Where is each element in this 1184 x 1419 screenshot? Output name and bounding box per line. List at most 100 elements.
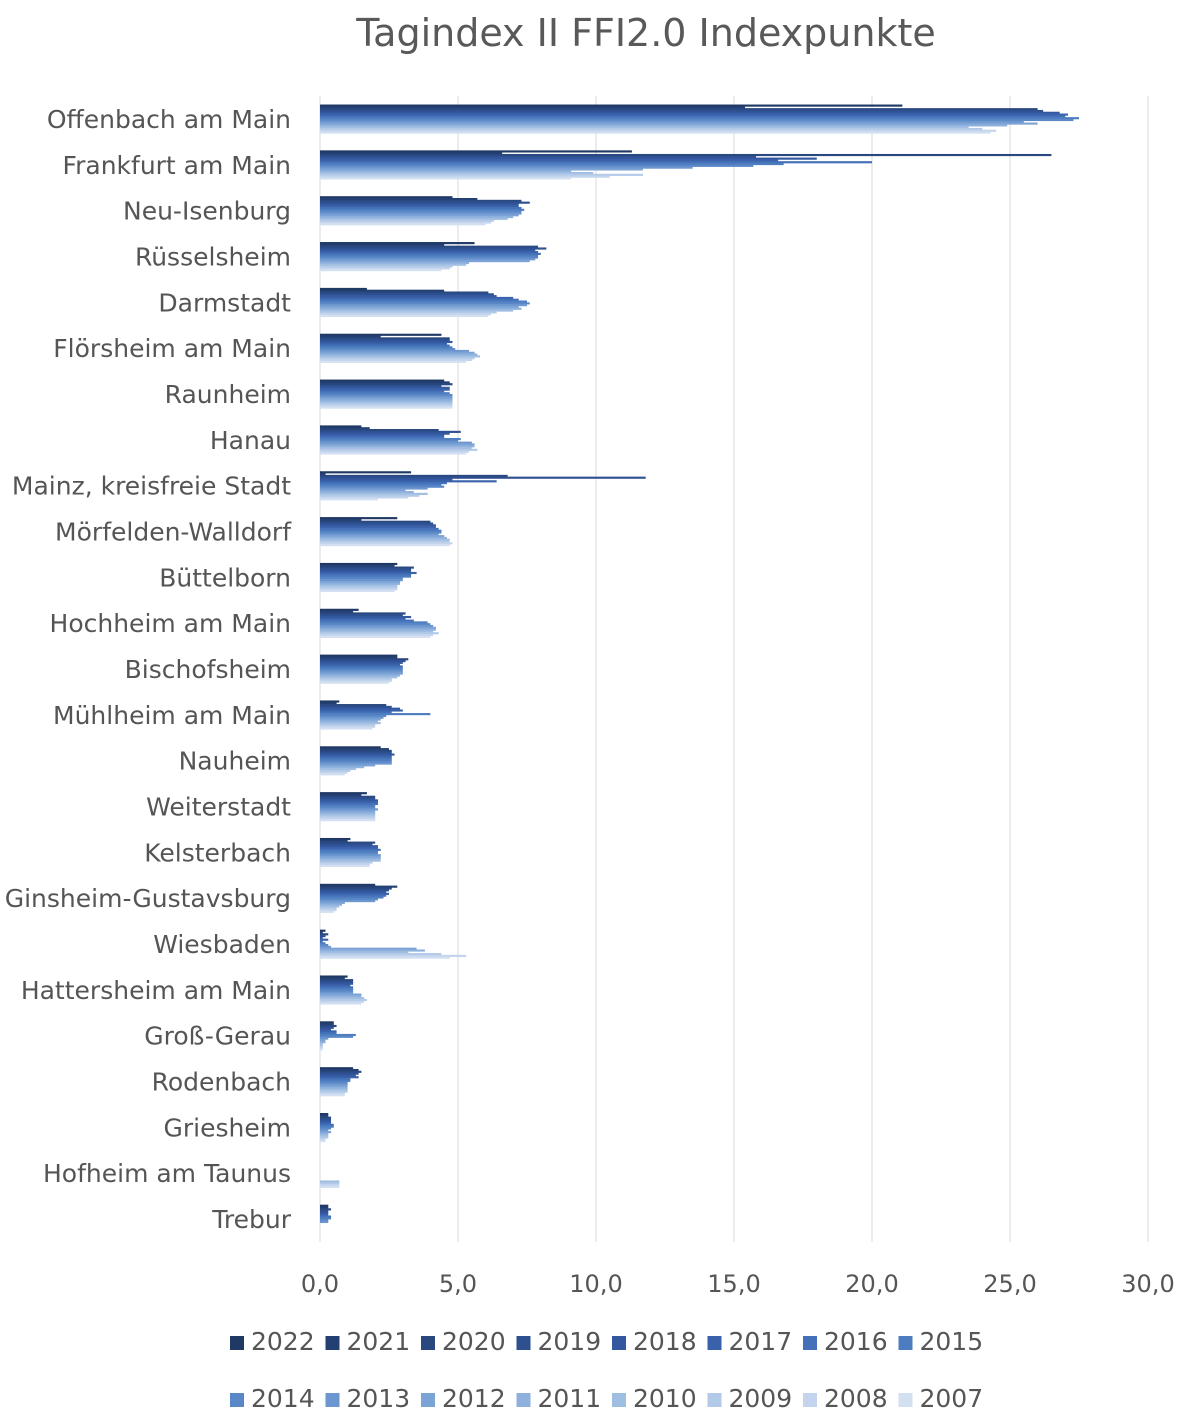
bar-2019-14 (320, 751, 392, 754)
bar-2015-9 (320, 529, 442, 532)
bar-2009-2 (320, 219, 494, 222)
bar-2018-9 (320, 524, 436, 527)
bar-2011-11 (320, 628, 436, 631)
bar-2020-20 (320, 1024, 337, 1028)
bar-2014-22 (320, 1127, 332, 1130)
bar-2013-2 (320, 212, 522, 215)
bar-2012-20 (320, 1039, 326, 1042)
bar-2015-19 (320, 988, 354, 991)
bar-2008-6 (320, 404, 453, 407)
bar-2007-0 (320, 131, 991, 134)
bar-2022-6 (320, 379, 445, 382)
bar-2020-22 (320, 1116, 332, 1119)
bar-2008-2 (320, 221, 492, 224)
bar-2009-4 (320, 311, 497, 314)
bar-2022-9 (320, 517, 398, 520)
category-label-8: Mainz, kreisfreie Stadt (12, 472, 291, 501)
bar-2014-18 (320, 944, 329, 947)
bar-2017-16 (320, 846, 378, 850)
bar-2018-15 (320, 799, 378, 802)
bar-2019-12 (320, 660, 406, 663)
bar-2014-12 (320, 669, 403, 672)
bar-2022-19 (320, 975, 348, 978)
bar-2015-7 (320, 438, 461, 441)
category-label-14: Nauheim (179, 747, 291, 776)
legend-label-2015: 2015 (920, 1327, 984, 1356)
bar-2016-20 (320, 1032, 337, 1035)
bar-2020-5 (320, 337, 450, 340)
bar-2011-8 (320, 491, 414, 494)
bar-2012-15 (320, 810, 376, 813)
bar-2008-5 (320, 358, 472, 362)
bar-2022-16 (320, 837, 351, 841)
legend-swatch-2011 (516, 1393, 531, 1407)
bar-2017-14 (320, 755, 392, 758)
bar-2008-8 (320, 496, 409, 499)
bar-2016-24 (320, 1215, 332, 1218)
x-tick-label-4: 20,0 (845, 1270, 898, 1298)
bar-2008-18 (320, 954, 467, 957)
category-label-4: Darmstadt (158, 288, 291, 317)
bar-2017-10 (320, 571, 417, 575)
bar-2011-7 (320, 445, 475, 448)
category-label-2: Neu-Isenburg (123, 197, 291, 226)
bar-2013-18 (320, 945, 332, 948)
bar-2007-22 (320, 1140, 326, 1143)
bar-2020-7 (320, 429, 439, 432)
bar-2012-4 (320, 305, 519, 309)
bar-2011-13 (320, 720, 378, 723)
bar-2018-4 (320, 295, 497, 298)
bar-2007-8 (320, 498, 378, 501)
bar-2013-15 (320, 808, 378, 811)
category-label-17: Ginsheim-Gustavsburg (5, 884, 291, 913)
legend-item-2012: 2012 (421, 1384, 506, 1413)
bar-2008-12 (320, 679, 392, 682)
bar-2022-0 (320, 104, 903, 107)
bar-2010-17 (320, 905, 340, 908)
bar-2010-23 (320, 1180, 340, 1183)
bar-2018-11 (320, 615, 412, 619)
bar-2018-19 (320, 982, 354, 985)
bar-2011-21 (320, 1086, 348, 1090)
bar-2020-3 (320, 245, 539, 248)
category-label-5: Flörsheim am Main (53, 334, 291, 363)
bar-2021-9 (320, 518, 362, 522)
bar-2010-12 (320, 676, 398, 679)
legend-swatch-2007 (898, 1393, 913, 1407)
bar-2012-22 (320, 1131, 332, 1134)
bar-2021-11 (320, 610, 354, 613)
bar-2016-4 (320, 298, 519, 301)
bar-2016-18 (320, 940, 323, 943)
legend-swatch-2013 (325, 1393, 340, 1407)
bar-2013-0 (320, 120, 1024, 123)
bar-2009-23 (320, 1182, 340, 1185)
bar-2010-10 (320, 584, 398, 587)
bar-2012-19 (320, 993, 362, 996)
bar-2019-5 (320, 339, 450, 342)
bar-2008-0 (320, 129, 997, 132)
bar-2016-0 (320, 115, 1066, 118)
bar-2010-14 (320, 767, 356, 771)
bar-2009-0 (320, 127, 983, 131)
bar-2012-2 (320, 214, 519, 217)
bar-2022-11 (320, 608, 359, 611)
bar-2014-17 (320, 898, 378, 901)
legend-label-2011: 2011 (538, 1384, 602, 1413)
bar-2022-14 (320, 746, 381, 749)
bar-2018-20 (320, 1028, 332, 1031)
bar-2017-15 (320, 801, 378, 804)
bar-2013-12 (320, 670, 403, 673)
bar-2007-10 (320, 589, 395, 593)
category-label-23: Hofheim am Taunus (43, 1159, 291, 1188)
bar-2020-2 (320, 199, 522, 202)
bar-2018-16 (320, 845, 378, 848)
bar-2015-15 (320, 804, 376, 807)
bar-2010-1 (320, 171, 594, 175)
bar-2016-12 (320, 665, 403, 668)
bar-2014-15 (320, 806, 376, 809)
legend-swatch-2018 (612, 1336, 626, 1350)
legend-item-2019: 2019 (516, 1327, 601, 1356)
bar-2019-4 (320, 293, 494, 296)
bar-2018-5 (320, 340, 453, 344)
